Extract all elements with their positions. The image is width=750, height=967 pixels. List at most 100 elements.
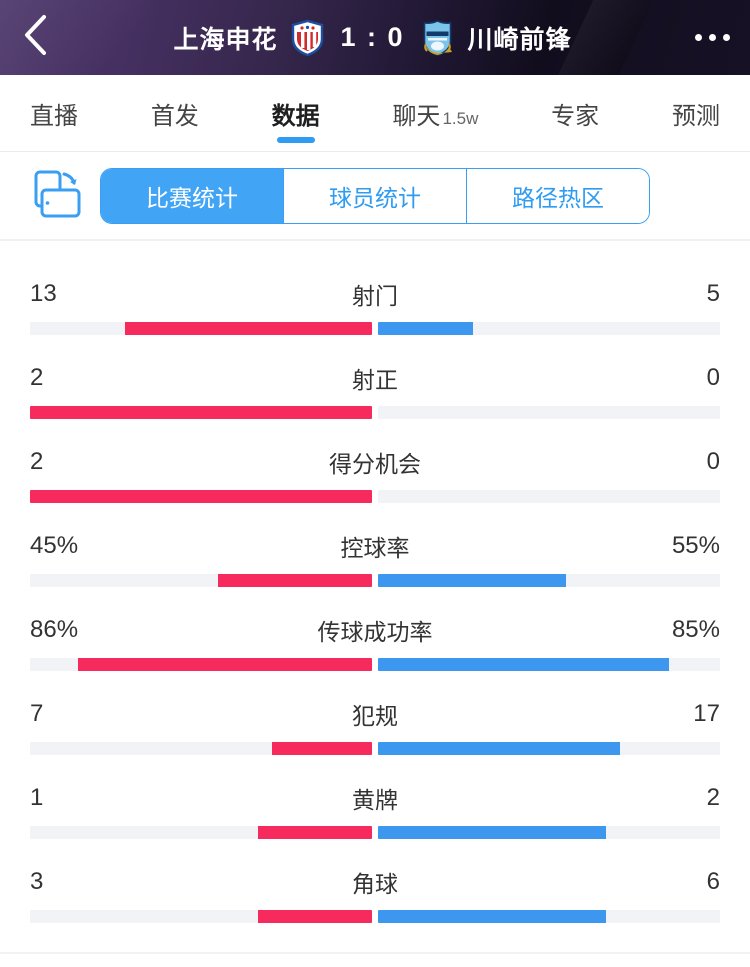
away-bar-fill <box>378 658 669 671</box>
home-bar-track <box>30 826 372 839</box>
subtab-球员统计[interactable]: 球员统计 <box>283 168 466 223</box>
stat-bar <box>30 826 720 839</box>
home-bar-fill <box>218 574 372 587</box>
away-stat-value: 6 <box>706 868 720 895</box>
home-stat-value: 2 <box>30 448 44 475</box>
home-stat-value: 7 <box>30 700 44 727</box>
score: 1 : 0 <box>340 22 405 52</box>
back-chevron-icon <box>22 14 48 61</box>
subtab-bar: 比赛统计 球员统计 路径热区 <box>0 152 750 241</box>
home-stat-value: 2 <box>30 364 44 391</box>
away-stat-value: 0 <box>706 448 720 475</box>
home-bar-fill <box>272 742 372 755</box>
stat-row: 13 射门 5 <box>30 280 720 335</box>
tab-badge-count: 1.5w <box>442 108 479 128</box>
away-bar-fill <box>378 910 607 923</box>
away-bar-track <box>378 742 720 755</box>
home-stat-value: 1 <box>30 784 44 811</box>
home-bar-track <box>30 406 372 419</box>
away-stat-value: 55% <box>671 532 720 559</box>
stat-label: 控球率 <box>340 535 410 561</box>
stat-label: 射门 <box>352 283 398 309</box>
ellipsis-icon <box>709 34 716 41</box>
stat-row: 2 射正 0 <box>30 364 720 419</box>
away-stat-value: 85% <box>671 616 720 643</box>
active-tab-underline <box>276 136 315 143</box>
away-stat-value: 0 <box>706 364 720 391</box>
match-title: 上海申花 1 : 0 <box>70 19 675 57</box>
away-bar-track <box>378 406 720 419</box>
home-stat-value: 86% <box>30 616 79 643</box>
stat-bar <box>30 406 720 419</box>
stat-label: 黄牌 <box>352 787 398 813</box>
away-team-name: 川崎前锋 <box>467 25 572 54</box>
tab-label: 首发 <box>150 102 199 130</box>
away-team-logo-icon <box>419 19 456 56</box>
stat-bar <box>30 574 720 587</box>
stat-bar <box>30 322 720 335</box>
home-bar-fill <box>30 490 372 503</box>
away-stat-value: 17 <box>693 700 720 727</box>
home-bar-track <box>30 910 372 923</box>
away-bar-fill <box>378 574 567 587</box>
stat-row: 1 黄牌 2 <box>30 784 720 839</box>
home-bar-track <box>30 574 372 587</box>
stat-row: 45% 控球率 55% <box>30 532 720 587</box>
stat-label: 角球 <box>352 871 398 897</box>
tab-label: 直播 <box>30 102 78 130</box>
back-button[interactable] <box>0 14 70 61</box>
home-bar-track <box>30 322 372 335</box>
main-tab-首发[interactable]: 首发 <box>149 82 201 145</box>
away-bar-track <box>378 574 720 587</box>
main-tab-聊天[interactable]: 聊天 1.5w <box>390 82 480 145</box>
away-bar-track <box>378 490 720 503</box>
home-bar-fill <box>125 322 372 335</box>
stat-bar <box>30 490 720 503</box>
main-tab-bar: 直播 首发 数据 聊天 1.5w 专家 预测 <box>0 75 750 152</box>
home-stat-value: 45% <box>30 532 79 559</box>
main-tab-数据[interactable]: 数据 <box>270 82 322 145</box>
more-options-button[interactable] <box>675 34 750 41</box>
subtab-比赛统计[interactable]: 比赛统计 <box>101 168 283 223</box>
main-tab-直播[interactable]: 直播 <box>28 82 80 145</box>
away-stat-value: 2 <box>706 784 720 811</box>
away-bar-track <box>378 322 720 335</box>
away-stat-value: 5 <box>706 280 720 307</box>
away-bar-fill <box>378 826 607 839</box>
main-tab-专家[interactable]: 专家 <box>549 82 601 145</box>
stat-bar <box>30 742 720 755</box>
subtab-路径热区[interactable]: 路径热区 <box>466 168 649 223</box>
stat-row: 2 得分机会 0 <box>30 448 720 503</box>
bottom-divider <box>0 952 750 954</box>
home-bar-track <box>30 742 372 755</box>
home-bar-fill <box>258 826 372 839</box>
stat-bar <box>30 910 720 923</box>
stat-label: 犯规 <box>352 703 398 729</box>
away-bar-track <box>378 658 720 671</box>
home-stat-value: 13 <box>30 280 57 307</box>
home-bar-track <box>30 658 372 671</box>
stat-bar <box>30 658 720 671</box>
main-tab-预测[interactable]: 预测 <box>670 82 722 145</box>
home-bar-track <box>30 490 372 503</box>
stat-label: 传球成功率 <box>317 619 433 645</box>
home-team-name: 上海申花 <box>173 25 278 54</box>
stat-row: 7 犯规 17 <box>30 700 720 755</box>
stat-label: 射正 <box>352 367 398 393</box>
ellipsis-icon <box>695 34 702 41</box>
away-bar-fill <box>378 742 621 755</box>
home-bar-fill <box>30 406 372 419</box>
match-stats-list: 13 射门 5 2 射正 0 2 得分机会 0 <box>0 241 750 923</box>
tab-label: 专家 <box>551 102 600 130</box>
stats-segmented-control: 比赛统计 球员统计 路径热区 <box>100 167 650 224</box>
away-bar-track <box>378 826 720 839</box>
home-bar-fill <box>258 910 372 923</box>
ellipsis-icon <box>723 34 730 41</box>
away-bar-track <box>378 910 720 923</box>
home-team-logo-icon <box>289 19 326 57</box>
home-bar-fill <box>77 658 372 671</box>
rotate-screen-icon[interactable] <box>30 168 82 224</box>
header: 上海申花 1 : 0 <box>0 0 750 75</box>
stat-row: 3 角球 6 <box>30 868 720 923</box>
